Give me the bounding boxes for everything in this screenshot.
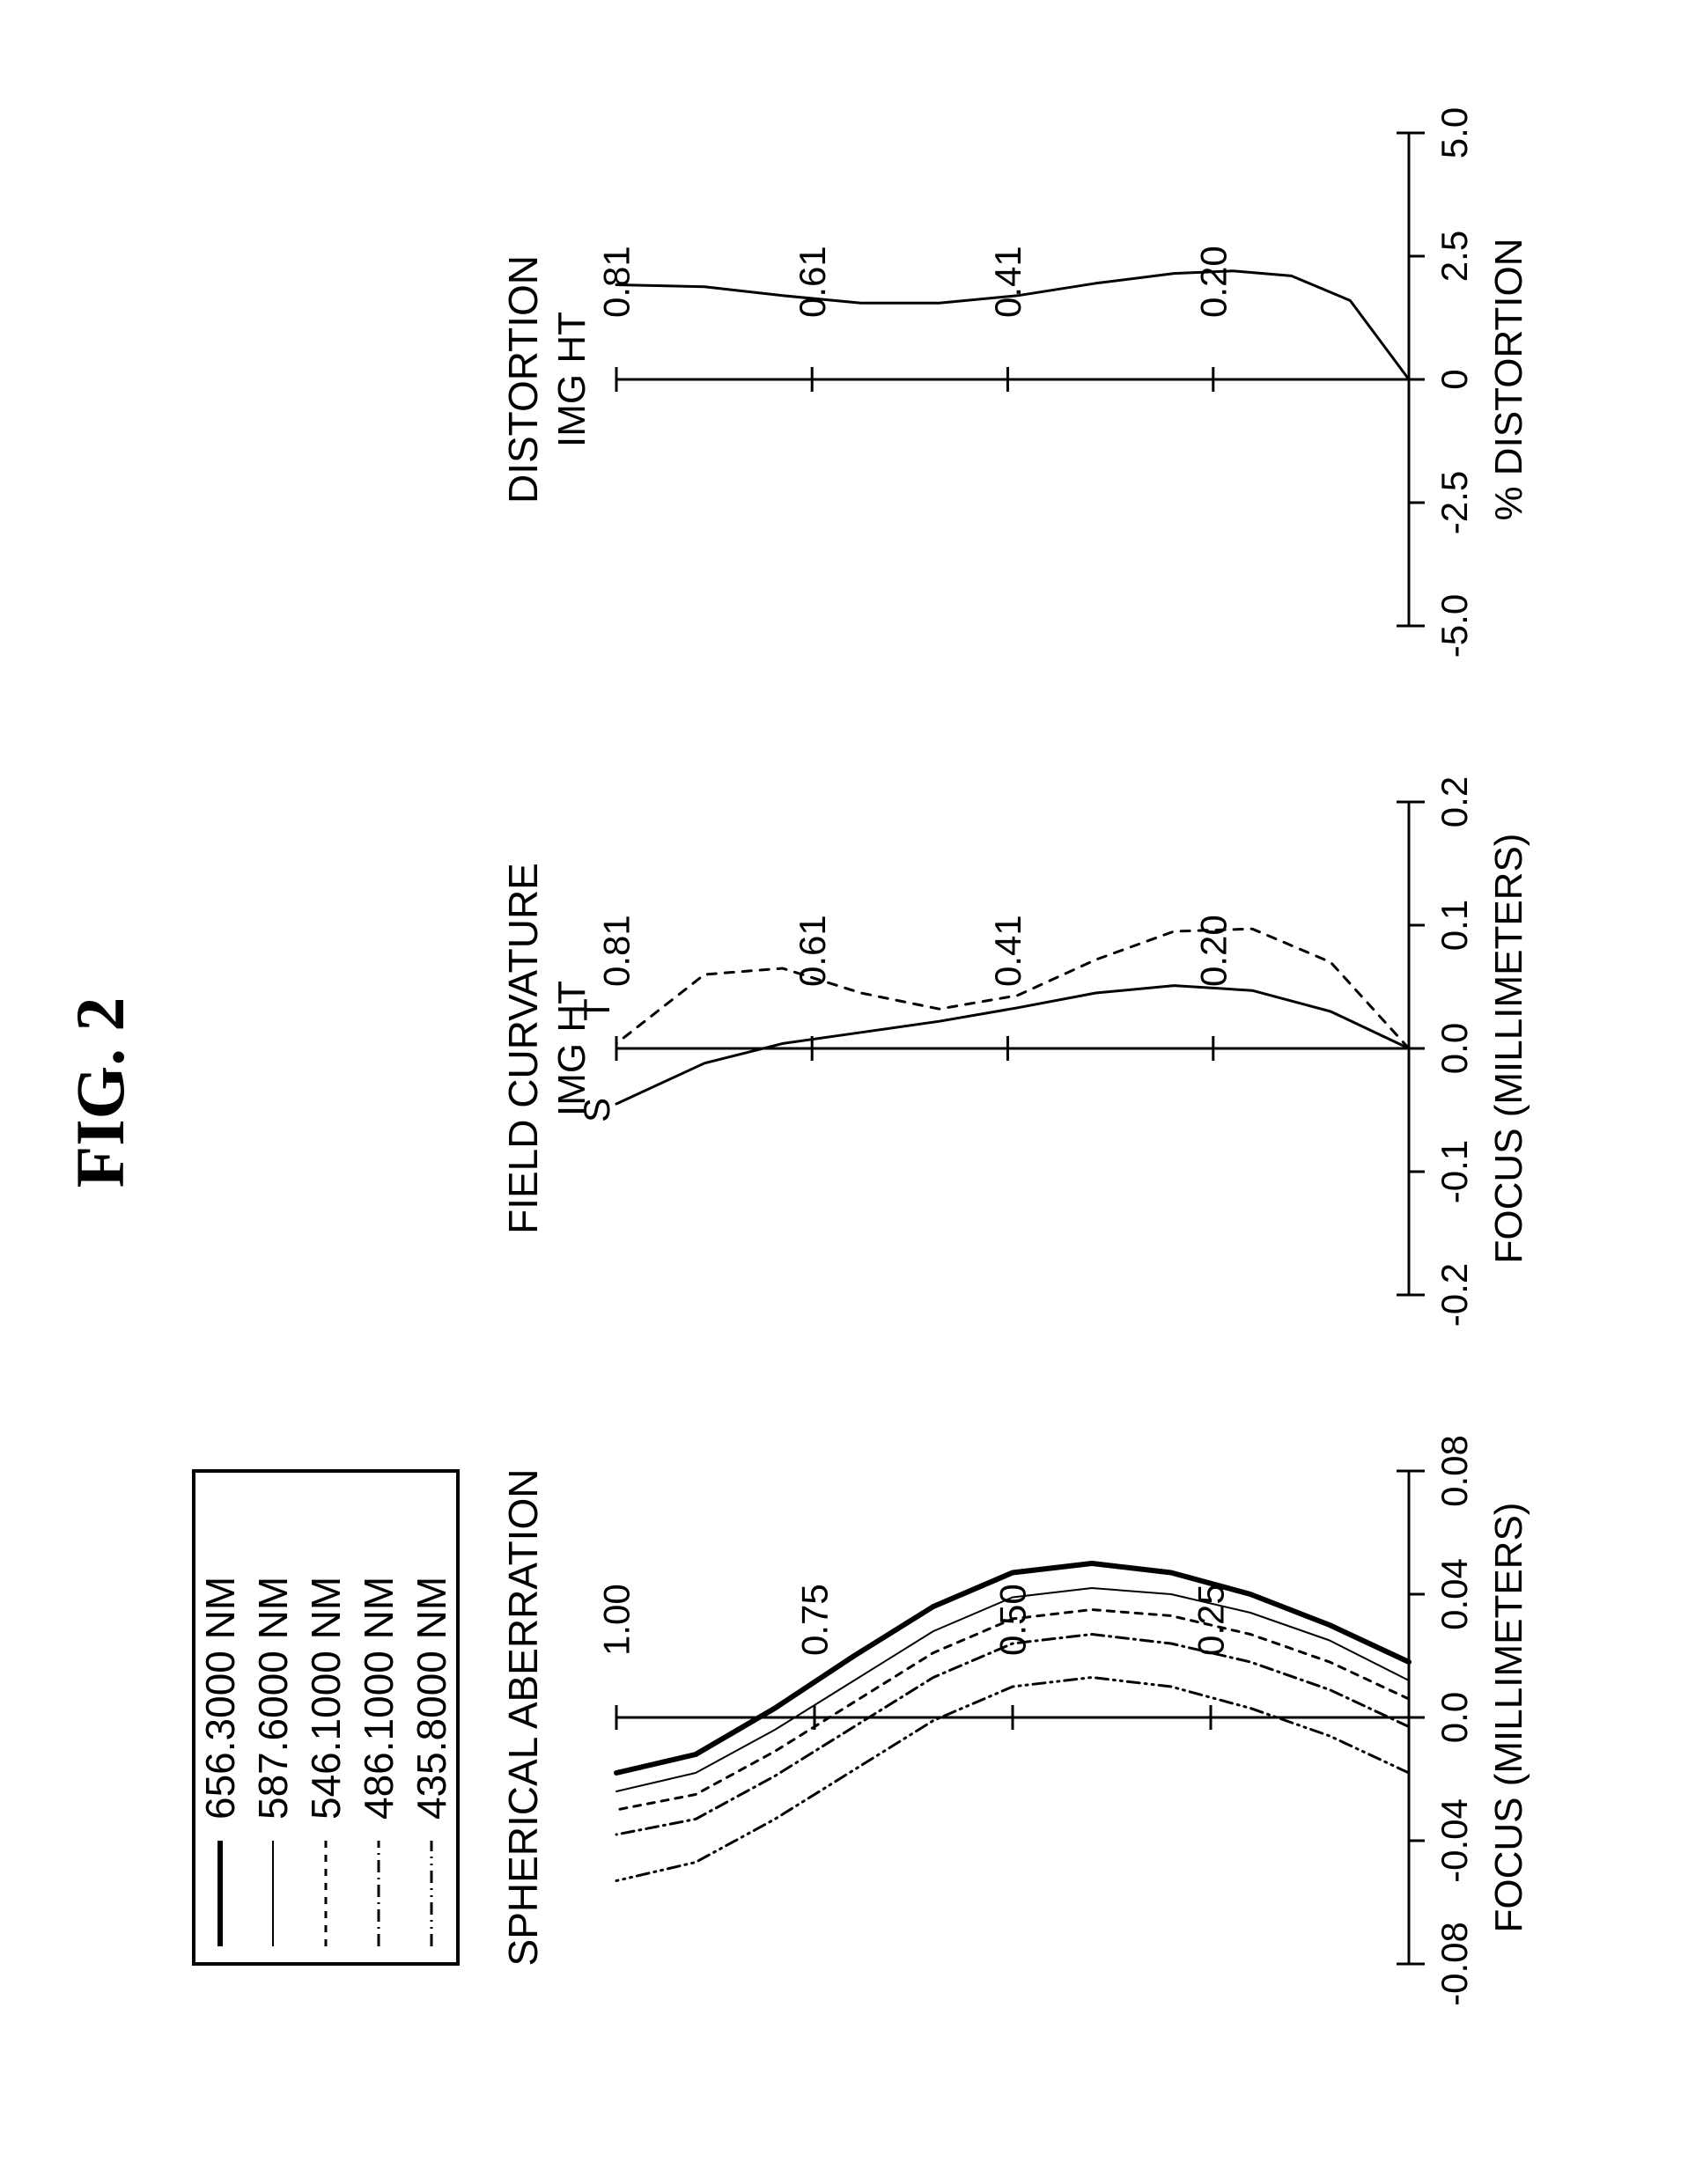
chart-title: DISTORTION xyxy=(500,255,546,504)
figure-canvas: FIG. 2656.3000 NM587.6000 NM546.1000 NM4… xyxy=(0,0,1688,2184)
x-tick-label: 0.04 xyxy=(1434,1558,1475,1630)
x-tick-label: -0.08 xyxy=(1434,1922,1475,2006)
y-tick-label: 0.41 xyxy=(987,246,1028,318)
x-tick-label: -0.2 xyxy=(1434,1263,1475,1327)
y-tick-label: 0.61 xyxy=(792,915,833,987)
y-tick-label: 0.61 xyxy=(792,246,833,318)
figure-label: FIG. 2 xyxy=(62,997,138,1188)
legend-label: 656.3000 NM xyxy=(197,1577,243,1820)
y-tick-label: 0.81 xyxy=(596,246,638,318)
y-tick-label: 0.20 xyxy=(1192,246,1234,318)
y-tick-label: 0.81 xyxy=(596,915,638,987)
chart-title: SPHERICAL ABERRATION xyxy=(500,1469,546,1967)
label-T: T xyxy=(576,998,617,1021)
x-tick-label: 0 xyxy=(1434,369,1475,389)
legend-label: 546.1000 NM xyxy=(303,1577,349,1820)
x-tick-label: -0.04 xyxy=(1434,1798,1475,1883)
x-tick-label: -5.0 xyxy=(1434,594,1475,658)
x-axis-label: FOCUS (MILLIMETERS) xyxy=(1487,1503,1530,1933)
x-tick-label: -2.5 xyxy=(1434,471,1475,534)
x-tick-label: 0.08 xyxy=(1434,1435,1475,1507)
x-tick-label: 0.2 xyxy=(1434,776,1475,827)
legend-label: 486.1000 NM xyxy=(356,1577,402,1820)
chart-subtitle: IMG HT xyxy=(550,312,593,447)
y-tick-label: 0.20 xyxy=(1192,915,1234,987)
x-tick-label: -0.1 xyxy=(1434,1140,1475,1203)
chart-title: FIELD CURVATURE xyxy=(500,863,546,1234)
x-tick-label: 0.1 xyxy=(1434,900,1475,951)
legend: 656.3000 NM587.6000 NM546.1000 NM486.100… xyxy=(194,1471,458,1964)
label-S: S xyxy=(576,1098,617,1122)
y-tick-label: 0.75 xyxy=(794,1584,836,1656)
y-tick-label: 0.41 xyxy=(987,915,1028,987)
x-tick-label: 0.0 xyxy=(1434,1692,1475,1743)
x-axis-label: % DISTORTION xyxy=(1487,238,1530,520)
x-tick-label: 2.5 xyxy=(1434,231,1475,282)
x-axis-label: FOCUS (MILLIMETERS) xyxy=(1487,834,1530,1264)
legend-label: 435.8000 NM xyxy=(409,1577,454,1820)
x-tick-label: 5.0 xyxy=(1434,107,1475,158)
y-tick-label: 0.25 xyxy=(1190,1584,1232,1656)
x-tick-label: 0.0 xyxy=(1434,1023,1475,1074)
y-tick-label: 1.00 xyxy=(596,1584,638,1656)
legend-label: 587.6000 NM xyxy=(250,1577,296,1820)
